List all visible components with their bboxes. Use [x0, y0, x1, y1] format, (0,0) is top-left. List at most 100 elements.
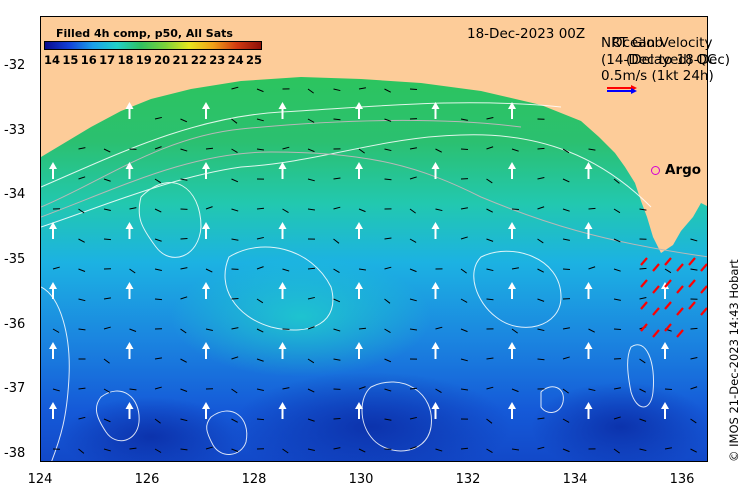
velocity-arrowhead — [584, 282, 593, 289]
velocity-arrow — [562, 148, 570, 154]
velocity-arrow — [78, 268, 86, 272]
velocity-arrow — [409, 176, 417, 180]
velocity-arrow — [358, 148, 365, 154]
velocity-arrow — [562, 327, 570, 330]
velocity-arrow — [588, 148, 596, 151]
velocity-arrow — [384, 266, 392, 270]
velocity-arrow — [103, 297, 111, 300]
velocity-arrow — [435, 148, 442, 153]
velocity-arrowhead — [49, 162, 57, 169]
velocity-arrow — [333, 118, 341, 121]
velocity-arrow — [384, 88, 391, 93]
velocity-arrow — [409, 147, 417, 150]
velocity-arrows — [49, 86, 698, 454]
velocity-arrow — [282, 448, 289, 454]
velocity-arrow — [78, 147, 86, 150]
velocity-arrow — [333, 358, 341, 361]
velocity-arrow — [78, 208, 85, 214]
velocity-arrow — [78, 416, 86, 420]
velocity-arrow — [307, 267, 316, 270]
velocity-arrow — [690, 448, 697, 453]
velocity-arrow — [613, 178, 620, 184]
velocity-arrow — [256, 207, 265, 210]
velocity-arrow — [486, 146, 494, 150]
velocity-arrowhead — [202, 162, 210, 169]
velocity-arrow — [180, 418, 188, 422]
velocity-arrowhead — [355, 162, 363, 169]
surface-velocity-arrow — [664, 301, 672, 310]
velocity-arrowhead — [278, 222, 287, 229]
velocity-arrow — [537, 238, 544, 244]
surface-velocity-arrow — [676, 329, 684, 338]
map-frame[interactable] — [40, 16, 708, 462]
velocity-arrow — [103, 358, 110, 364]
velocity-arrow — [52, 388, 60, 392]
velocity-arrow — [639, 267, 647, 270]
velocity-arrow — [103, 208, 111, 211]
velocity-arrow — [256, 266, 264, 270]
date-label: 18-Dec-2023 00Z — [467, 26, 586, 42]
legend-subtitle-range: (14-Dec to 18-Dec) — [601, 52, 731, 68]
velocity-arrow — [460, 207, 468, 210]
y-tick-label: -32 — [4, 58, 26, 73]
velocity-arrowhead — [202, 102, 210, 109]
velocity-arrow — [511, 328, 518, 334]
velocity-arrow — [384, 358, 392, 363]
velocity-arrow — [231, 327, 239, 330]
velocity-arrow — [358, 386, 366, 390]
velocity-arrow — [588, 388, 596, 392]
y-tick-label: -36 — [4, 317, 26, 332]
velocity-arrow — [664, 447, 672, 450]
velocity-arrow — [562, 178, 570, 183]
velocity-arrow — [486, 448, 493, 454]
velocity-arrow — [154, 448, 162, 453]
velocity-arrowhead — [125, 162, 134, 169]
velocity-arrow — [664, 268, 672, 274]
colorbar-tick: 17 — [99, 53, 116, 67]
shelf-contours — [41, 119, 707, 258]
surface-velocity-arrow — [664, 279, 672, 288]
velocity-arrowhead — [49, 282, 57, 289]
velocity-arrow — [333, 447, 341, 450]
surface-velocity-arrow — [688, 257, 696, 266]
velocity-arrow — [333, 88, 341, 92]
velocity-arrow — [129, 268, 136, 274]
velocity-arrowhead — [125, 402, 134, 409]
y-tick-label: -34 — [4, 187, 26, 202]
colorbar-title: Filled 4h comp, p50, All Sats — [56, 27, 233, 40]
velocity-arrow — [205, 206, 213, 210]
velocity-arrow — [129, 388, 137, 391]
velocity-arrowhead — [431, 102, 440, 109]
surface-velocity-arrow — [700, 307, 707, 316]
velocity-arrowhead — [49, 402, 57, 409]
velocity-arrow — [562, 238, 570, 241]
velocity-arrowhead — [431, 222, 440, 229]
velocity-arrow — [129, 207, 137, 210]
velocity-arrow — [78, 298, 86, 302]
velocity-arrow — [154, 178, 162, 184]
velocity-arrow — [231, 448, 239, 452]
velocity-arrow — [639, 297, 647, 300]
velocity-arrowhead — [355, 102, 363, 109]
velocity-arrow — [205, 268, 213, 273]
velocity-arrowhead — [278, 342, 287, 349]
velocity-arrow — [129, 328, 137, 332]
velocity-arrow — [486, 298, 494, 301]
velocity-arrow — [486, 268, 494, 272]
argo-marker-icon[interactable] — [651, 166, 660, 175]
velocity-arrow — [639, 208, 647, 211]
velocity-arrow — [256, 88, 264, 93]
velocity-arrow — [78, 448, 85, 454]
x-tick-label: 128 — [241, 472, 267, 487]
velocity-arrow — [154, 357, 162, 360]
surface-velocity-arrow — [664, 257, 672, 266]
velocity-arrow — [537, 268, 544, 273]
velocity-arrowhead — [125, 342, 134, 349]
velocity-arrow — [282, 268, 290, 272]
velocity-arrow — [256, 118, 264, 122]
velocity-arrow — [690, 418, 697, 424]
velocity-arrow — [256, 418, 265, 421]
warm-core-blob — [171, 257, 431, 377]
velocity-arrow — [78, 387, 86, 390]
surface-velocity-arrow — [688, 301, 696, 310]
